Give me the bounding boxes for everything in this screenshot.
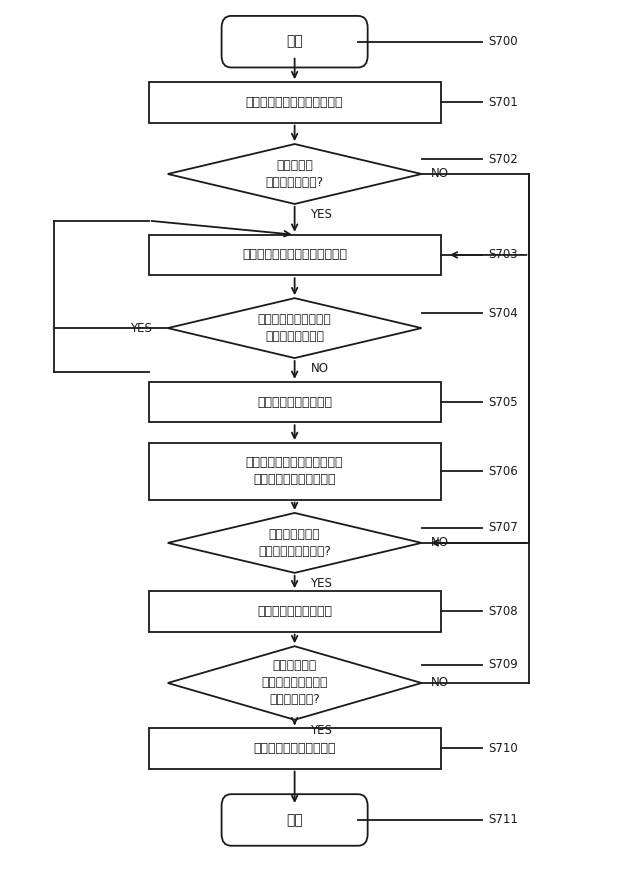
Polygon shape bbox=[168, 298, 422, 358]
Text: S711: S711 bbox=[488, 813, 518, 827]
Text: 終了: 終了 bbox=[286, 813, 303, 827]
Text: NO: NO bbox=[431, 676, 449, 689]
Bar bbox=[148, 443, 440, 500]
Text: 後続にさらに周辺機器
が接続されている: 後続にさらに周辺機器 が接続されている bbox=[258, 313, 332, 343]
Polygon shape bbox=[168, 513, 422, 573]
Text: S704: S704 bbox=[488, 306, 518, 319]
Bar bbox=[148, 728, 440, 768]
Text: 取得した表示画像から設定情
報・装置状態情報を抽出: 取得した表示画像から設定情 報・装置状態情報を抽出 bbox=[246, 457, 344, 486]
Polygon shape bbox=[168, 646, 422, 720]
Text: NO: NO bbox=[431, 167, 449, 181]
Bar bbox=[148, 591, 440, 632]
FancyBboxPatch shape bbox=[221, 16, 367, 67]
Text: S701: S701 bbox=[488, 96, 518, 109]
Text: 周辺機器の表示画像を取得する: 周辺機器の表示画像を取得する bbox=[242, 249, 347, 261]
Text: 保持している
情報が設定可能数を
超えているか?: 保持している 情報が設定可能数を 超えているか? bbox=[261, 659, 328, 706]
Bar bbox=[148, 235, 440, 275]
Text: S707: S707 bbox=[488, 521, 518, 535]
Text: S703: S703 bbox=[488, 249, 518, 261]
Text: NO: NO bbox=[310, 362, 328, 375]
Bar bbox=[148, 82, 440, 123]
Text: S700: S700 bbox=[488, 35, 518, 48]
Text: YES: YES bbox=[310, 208, 332, 221]
FancyBboxPatch shape bbox=[221, 794, 367, 846]
Text: S702: S702 bbox=[488, 152, 518, 165]
Text: 品質データと紐付ける: 品質データと紐付ける bbox=[257, 396, 332, 409]
Text: YES: YES bbox=[130, 321, 152, 335]
Text: NO: NO bbox=[431, 536, 449, 550]
Text: S705: S705 bbox=[488, 396, 518, 409]
Text: YES: YES bbox=[310, 577, 332, 589]
Text: S709: S709 bbox=[488, 658, 518, 671]
Text: S706: S706 bbox=[488, 465, 518, 478]
Text: 新しい情報を保持する: 新しい情報を保持する bbox=[257, 604, 332, 618]
Text: 開始: 開始 bbox=[286, 35, 303, 49]
Polygon shape bbox=[168, 144, 422, 204]
Bar bbox=[148, 381, 440, 422]
Text: 品質不良ありかつ造形終了後: 品質不良ありかつ造形終了後 bbox=[246, 96, 344, 109]
Text: YES: YES bbox=[310, 724, 332, 736]
Text: 取得した数値が
前回の値と異なるか?: 取得した数値が 前回の値と異なるか? bbox=[258, 527, 331, 558]
Text: S708: S708 bbox=[488, 604, 518, 618]
Text: S710: S710 bbox=[488, 742, 518, 755]
Text: 一番古い情報を破棄する: 一番古い情報を破棄する bbox=[253, 742, 336, 755]
Text: 周辺機器を
使用する造形か?: 周辺機器を 使用する造形か? bbox=[266, 159, 324, 189]
